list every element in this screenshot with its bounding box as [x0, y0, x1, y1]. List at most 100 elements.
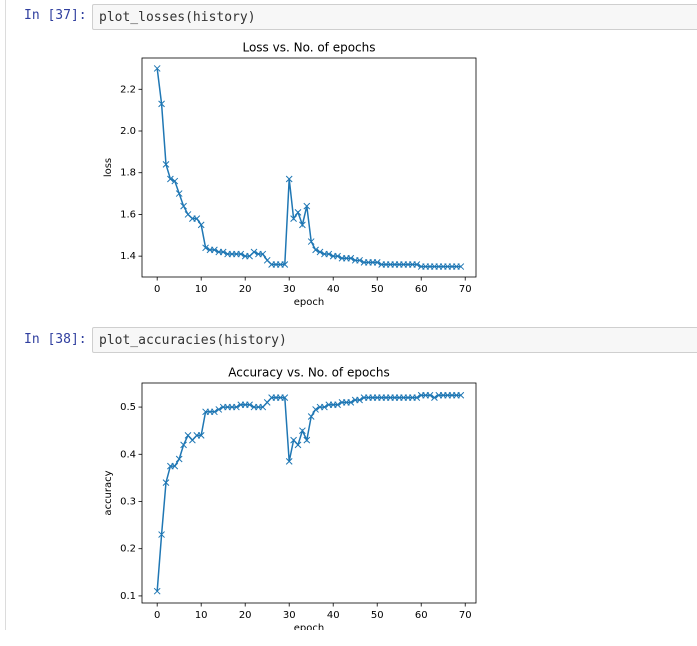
code-cell[interactable]: plot_accuracies(history) — [92, 327, 697, 353]
x-tick-label: 0 — [154, 610, 160, 621]
x-tick-label: 20 — [239, 610, 252, 621]
x-tick-label: 40 — [327, 284, 340, 295]
x-tick-label: 50 — [371, 610, 384, 621]
marker — [197, 432, 205, 439]
x-tick-label: 40 — [327, 610, 340, 621]
marker — [334, 252, 341, 260]
marker — [193, 215, 201, 222]
x-tick-label: 30 — [283, 284, 296, 295]
marker — [281, 394, 289, 401]
output-area: Loss vs. No. of epochs 0 10 20 30 40 50 60 70 1.4… — [103, 41, 477, 630]
marker — [307, 238, 315, 245]
marker — [290, 215, 297, 222]
x-tick-label: 60 — [415, 610, 428, 621]
marker — [158, 531, 165, 538]
code-cell[interactable]: plot_losses(history) — [92, 4, 697, 30]
x-tick-label: 10 — [195, 610, 208, 621]
marker — [413, 394, 421, 401]
marker — [158, 100, 165, 108]
x-tick-label: 20 — [239, 284, 252, 295]
marker — [167, 175, 174, 183]
marker — [316, 248, 324, 256]
marker — [413, 261, 421, 268]
marker — [303, 436, 311, 444]
x-tick-label: 70 — [459, 610, 472, 621]
x-axis-label: epoch — [294, 623, 324, 630]
marker — [321, 403, 328, 411]
plot-frame — [141, 382, 477, 604]
marker — [299, 221, 306, 229]
marker — [246, 401, 253, 409]
marker — [307, 413, 315, 420]
y-tick-label: 0.3 — [120, 496, 136, 507]
marker — [197, 221, 205, 229]
cell-prompt: In [38]: — [24, 332, 87, 347]
marker — [294, 208, 302, 216]
marker — [356, 396, 363, 404]
line — [156, 394, 461, 592]
marker — [180, 441, 187, 449]
marker — [171, 177, 179, 185]
y-tick-label: 1.4 — [120, 251, 136, 262]
y-tick-label: 1.8 — [120, 168, 136, 179]
marker — [426, 391, 434, 399]
y-axis-label: accuracy — [103, 470, 114, 515]
marker — [285, 458, 293, 465]
plots: Loss vs. No. of epochs 0 10 20 30 40 50 60 70 1.4… — [103, 41, 477, 630]
x-tick-label: 70 — [459, 284, 472, 295]
marker — [215, 406, 223, 413]
chart-title: Accuracy vs. No. of epochs — [228, 366, 390, 380]
y-tick-label: 0.5 — [120, 402, 136, 413]
marker — [303, 202, 311, 210]
marker — [347, 399, 355, 406]
y-tick-label: 1.6 — [120, 209, 136, 220]
marker — [250, 248, 258, 256]
plot-frame — [141, 57, 477, 278]
marker — [202, 244, 209, 252]
cell-border — [5, 0, 6, 630]
y-tick-label: 2.2 — [120, 84, 136, 95]
x-tick-label: 50 — [371, 284, 384, 295]
marker — [457, 263, 465, 270]
marker — [180, 202, 187, 210]
y-tick-label: 0.2 — [120, 544, 136, 555]
marker — [211, 246, 218, 254]
code[interactable]: plot_accuracies(history) — [99, 333, 287, 348]
marker — [457, 391, 465, 399]
marker — [162, 479, 170, 486]
marker — [175, 190, 183, 197]
marker — [219, 248, 227, 256]
marker — [259, 250, 267, 258]
marker — [312, 406, 319, 413]
y-tick-label: 2.0 — [120, 126, 136, 137]
line — [156, 68, 461, 268]
y-axis-label: loss — [103, 158, 114, 177]
marker — [162, 161, 170, 168]
y-tick-label: 0.4 — [120, 449, 136, 460]
marker — [373, 259, 381, 266]
marker — [431, 394, 438, 401]
marker — [356, 256, 363, 264]
marker — [153, 65, 161, 72]
marker — [294, 441, 302, 449]
x-axis-label: epoch — [294, 297, 324, 308]
marker — [281, 261, 289, 268]
x-tick-label: 60 — [415, 284, 428, 295]
chart-title: Loss vs. No. of epochs — [242, 41, 375, 55]
code[interactable]: plot_losses(history) — [99, 10, 256, 25]
marker — [312, 246, 319, 254]
y-tick-label: 0.1 — [120, 591, 136, 602]
marker — [334, 401, 341, 409]
marker — [175, 455, 183, 463]
cell-prompt: In [37]: — [24, 8, 87, 23]
marker — [325, 250, 333, 258]
x-tick-label: 30 — [283, 610, 296, 621]
marker — [299, 427, 306, 435]
marker — [211, 408, 218, 416]
marker — [285, 175, 293, 183]
marker — [153, 587, 161, 595]
marker — [171, 462, 179, 470]
marker — [233, 403, 240, 411]
x-tick-label: 10 — [195, 284, 208, 295]
